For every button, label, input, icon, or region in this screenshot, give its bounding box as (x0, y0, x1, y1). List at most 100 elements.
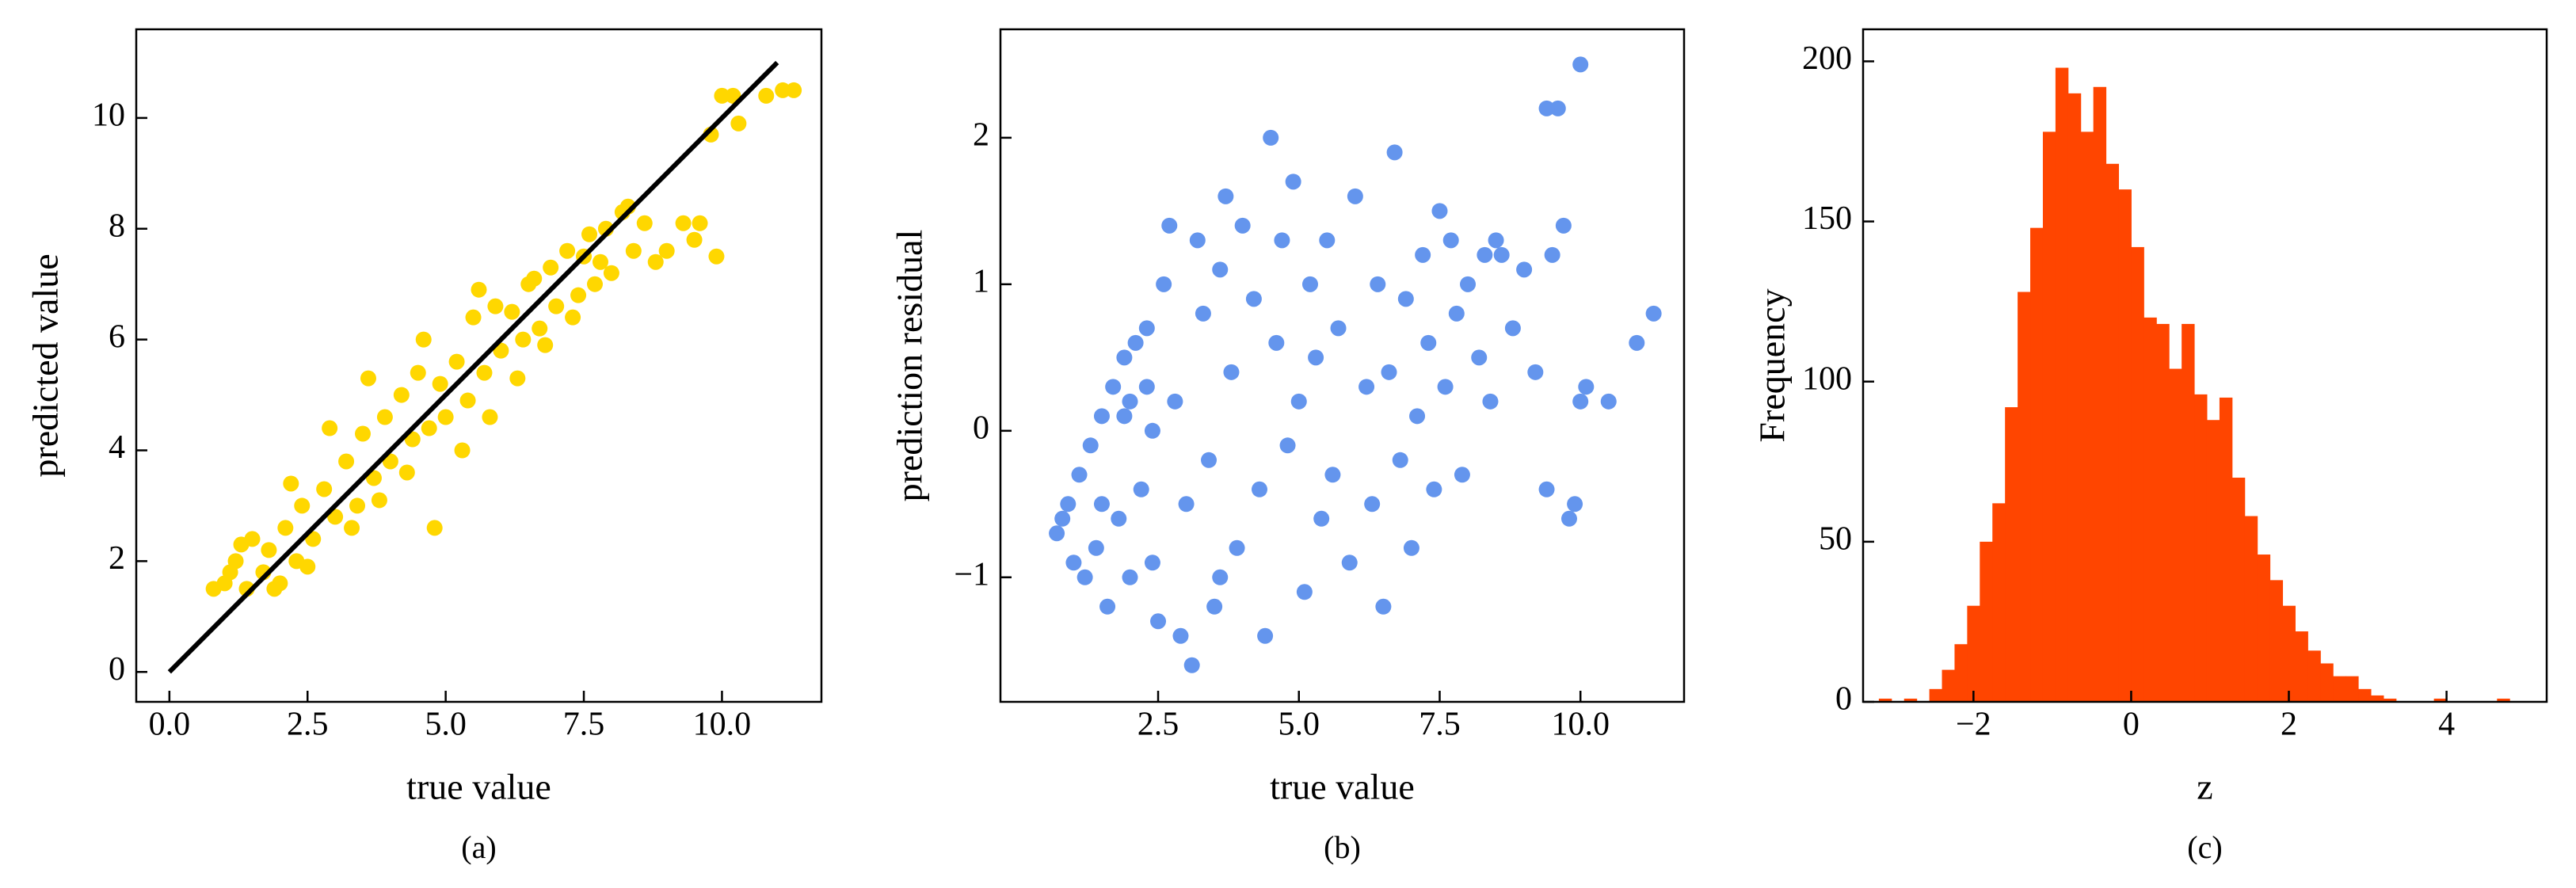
y-tick-label: 1 (973, 263, 989, 299)
point (1578, 379, 1595, 395)
bar (2257, 555, 2271, 702)
point (625, 242, 642, 259)
point (1567, 496, 1583, 513)
y-tick-label: 6 (109, 318, 125, 355)
bar (1929, 688, 1943, 702)
point (1167, 393, 1183, 410)
bar (2333, 676, 2346, 702)
point (692, 215, 708, 231)
point (1516, 261, 1533, 278)
point (1308, 349, 1324, 366)
point (515, 331, 532, 348)
point (504, 303, 520, 320)
bar (1903, 698, 1918, 702)
point (1364, 496, 1381, 513)
bar (2005, 407, 2018, 702)
bar (2194, 394, 2208, 702)
point (1268, 334, 1285, 351)
point (222, 564, 238, 581)
bar (2131, 246, 2144, 702)
point (410, 364, 426, 381)
y-tick-label: 8 (109, 208, 125, 244)
point (675, 215, 692, 231)
point (1082, 437, 1099, 454)
bar (2497, 698, 2510, 702)
x-tick-label: 5.0 (425, 707, 467, 743)
bar (2206, 420, 2220, 702)
point (1504, 320, 1521, 337)
point (548, 298, 565, 314)
x-axis-label: true value (1270, 767, 1415, 807)
point (1144, 555, 1160, 571)
point (376, 409, 393, 425)
bar (2219, 397, 2233, 702)
point (1122, 393, 1138, 410)
point (636, 215, 653, 231)
point (1088, 539, 1104, 556)
y-tick-label: 100 (1802, 360, 1852, 397)
point (1161, 217, 1178, 234)
point (1252, 481, 1268, 497)
point (415, 331, 432, 348)
point (1538, 481, 1555, 497)
x-tick-label: 0.0 (149, 707, 191, 743)
point (1111, 510, 1127, 527)
bar (1992, 503, 2006, 702)
point (1245, 291, 1262, 307)
point (581, 226, 598, 242)
point (1370, 276, 1386, 292)
reference-line (167, 60, 779, 674)
bar (2307, 650, 2321, 702)
bar (1980, 541, 1993, 702)
point (565, 309, 581, 326)
point (1105, 379, 1122, 395)
bar (1967, 605, 1980, 702)
bar (2055, 67, 2069, 702)
point (1116, 408, 1133, 425)
point (344, 520, 360, 536)
point (1420, 334, 1437, 351)
point (1116, 349, 1133, 366)
point (299, 558, 316, 575)
point (283, 475, 299, 492)
point (1178, 496, 1195, 513)
point (471, 281, 487, 298)
axes-frame (1862, 28, 2548, 703)
y-tick-label: 2 (973, 117, 989, 154)
axes-frame (135, 28, 823, 703)
bar (2018, 292, 2031, 702)
point (786, 82, 802, 98)
point (1099, 598, 1116, 615)
bar (2067, 93, 2082, 702)
point (1212, 569, 1229, 585)
subplot: 2.5 5.0 7.5 10.0 −1 0 1 2 true value prediction r… (890, 28, 1686, 865)
y-tick-label: 2 (109, 540, 125, 577)
bar (2118, 189, 2132, 702)
point (647, 253, 664, 270)
point (1448, 305, 1465, 322)
point (233, 536, 250, 553)
x-tick-label: 0 (2123, 707, 2140, 743)
point (1274, 232, 1290, 249)
point (1071, 467, 1088, 483)
point (1347, 188, 1363, 204)
point (1257, 627, 1274, 644)
bar (2042, 131, 2056, 702)
point (1381, 364, 1397, 380)
plot-area (1878, 67, 2510, 702)
point (437, 409, 454, 425)
point (371, 492, 387, 509)
x-tick-label: −2 (1956, 707, 1991, 743)
point (1538, 100, 1555, 116)
point (1392, 452, 1408, 468)
point (465, 309, 482, 326)
subplot: 0.0 2.5 5.0 7.5 10.0 0 2 4 6 8 10 true value predict… (25, 28, 823, 865)
caption: (b) (1324, 829, 1361, 865)
point (1263, 129, 1279, 146)
point (421, 420, 437, 436)
point (1386, 144, 1403, 161)
bar (2182, 323, 2195, 702)
point (349, 497, 366, 514)
point (559, 242, 576, 259)
